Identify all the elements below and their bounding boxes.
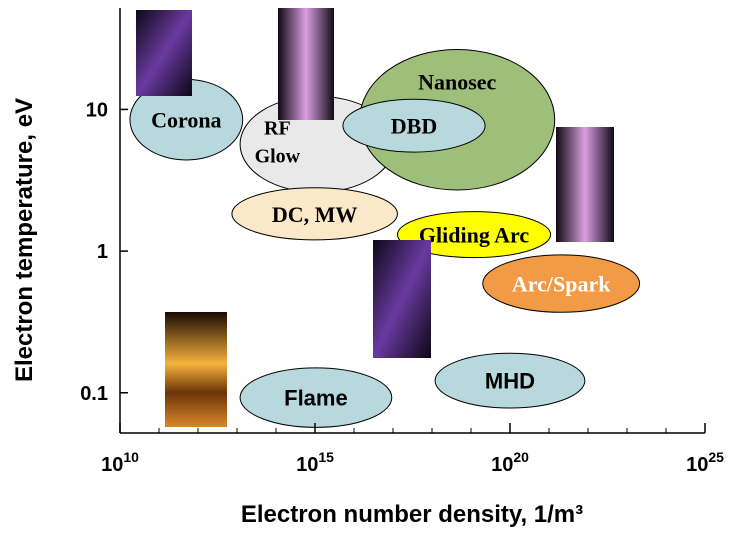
x-tick-label: 1015 — [296, 449, 334, 476]
region-label: Flame — [284, 386, 348, 411]
photos — [136, 8, 614, 427]
region — [231, 187, 398, 241]
region-label: Gliding Arc — [419, 223, 529, 248]
region — [239, 367, 393, 428]
x-axis-title: Electron number density, 1/m³ — [241, 501, 583, 528]
region-label: MHD — [485, 369, 535, 394]
y-axis-title: Electron temperature, eV — [11, 98, 38, 382]
region-label: Corona — [151, 108, 222, 133]
y-tick-label: 10 — [86, 99, 108, 121]
region-label: Arc/Spark — [512, 272, 611, 297]
region-label: DBD — [391, 114, 437, 139]
x-tick-exponent: 15 — [318, 449, 334, 465]
flame-photo — [165, 312, 227, 427]
rf-photo — [278, 8, 334, 120]
x-tick-base: 10 — [686, 454, 708, 476]
x-tick-label: 1020 — [491, 449, 529, 476]
region-label: DC, MW — [272, 202, 358, 227]
region — [396, 211, 552, 259]
x-tick-exponent: 20 — [513, 449, 529, 465]
gliding-arc-photo — [373, 240, 431, 358]
region-label: RF — [264, 117, 291, 139]
spark-photo — [556, 127, 614, 242]
x-tick-label: 1025 — [686, 449, 724, 476]
region-label: Nanosec — [418, 70, 496, 95]
x-tick-exponent: 25 — [708, 449, 724, 465]
x-tick-base: 10 — [101, 454, 123, 476]
y-tick-label: 0.1 — [80, 383, 108, 405]
region-label: Glow — [255, 145, 301, 167]
x-tick-exponent: 10 — [123, 449, 139, 465]
x-tick-base: 10 — [491, 454, 513, 476]
corona-photo — [136, 10, 192, 96]
x-tick-label: 1010 — [101, 449, 139, 476]
region — [434, 352, 586, 409]
region — [342, 98, 486, 153]
x-tick-base: 10 — [296, 454, 318, 476]
regions: Corona RF Glow Nanosec DBD DC, MW Gliding Arc A… — [129, 48, 641, 428]
y-tick-label: 1 — [97, 241, 108, 263]
region — [482, 254, 641, 313]
